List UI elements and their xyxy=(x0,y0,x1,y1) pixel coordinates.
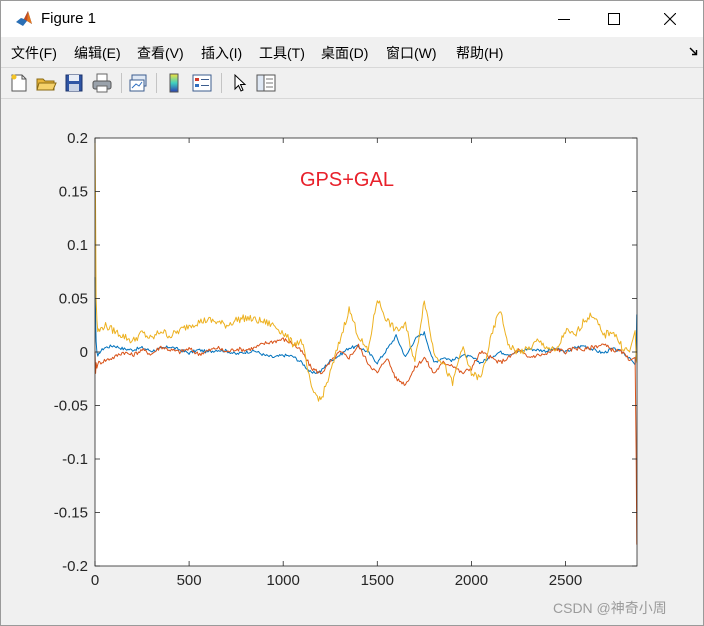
maximize-button[interactable] xyxy=(591,1,637,37)
pointer-icon[interactable] xyxy=(228,72,250,94)
toolbar-divider xyxy=(156,73,157,93)
x-tick-label: 500 xyxy=(177,572,202,589)
menu-collapse-icon[interactable] xyxy=(689,47,698,56)
minimize-icon xyxy=(558,19,570,20)
minimize-button[interactable] xyxy=(541,1,587,37)
menu-window[interactable]: 窗口(W) xyxy=(386,45,437,61)
title-bar: Figure 1 xyxy=(1,1,703,37)
y-tick-label: -0.2 xyxy=(62,558,88,575)
save-icon[interactable] xyxy=(63,72,85,94)
plot-tools-icon[interactable] xyxy=(255,72,277,94)
window-title: Figure 1 xyxy=(41,10,97,27)
x-tick-label: 1500 xyxy=(361,572,394,589)
line-chart[interactable]: 0 500 1000 1500 2000 2500 0.2 0.15 0.1 0.05 0 -0.05… xyxy=(0,98,702,622)
csdn-watermark: CSDN @神奇小周 xyxy=(553,600,667,616)
x-tick-label: 0 xyxy=(91,572,99,589)
y-tick-label: -0.1 xyxy=(62,451,88,468)
menu-desktop[interactable]: 桌面(D) xyxy=(321,45,369,61)
new-figure-icon[interactable] xyxy=(8,72,30,94)
menu-file[interactable]: 文件(F) xyxy=(11,45,57,61)
menu-help[interactable]: 帮助(H) xyxy=(456,45,504,61)
x-tick-label: 2500 xyxy=(549,572,582,589)
series-line-2[interactable] xyxy=(94,337,638,545)
series-line-3[interactable] xyxy=(94,137,638,402)
close-icon xyxy=(664,13,676,25)
y-tick-label: -0.15 xyxy=(54,505,88,522)
y-tick-label: -0.05 xyxy=(54,398,88,415)
menu-tools[interactable]: 工具(T) xyxy=(259,45,305,61)
link-plot-icon[interactable] xyxy=(128,72,150,94)
close-button[interactable] xyxy=(647,1,693,37)
matlab-logo-icon xyxy=(15,10,33,28)
x-tick-label: 1000 xyxy=(267,572,300,589)
menu-bar: 文件(F) 编辑(E) 查看(V) 插入(I) 工具(T) 桌面(D) 窗口(W… xyxy=(1,38,703,65)
insert-colorbar-icon[interactable] xyxy=(163,72,185,94)
y-tick-label: 0.05 xyxy=(59,291,88,308)
menu-edit[interactable]: 编辑(E) xyxy=(74,45,121,61)
menu-insert[interactable]: 插入(I) xyxy=(201,45,243,61)
open-file-icon[interactable] xyxy=(35,72,57,94)
y-tick-label: 0.2 xyxy=(67,130,88,147)
x-tick-label: 2000 xyxy=(455,572,488,589)
figure-toolbar xyxy=(1,67,703,99)
insert-legend-icon[interactable] xyxy=(191,72,213,94)
toolbar-divider xyxy=(221,73,222,93)
y-tick-label: 0.15 xyxy=(59,184,88,201)
toolbar-divider xyxy=(121,73,122,93)
y-tick-label: 0 xyxy=(80,344,88,361)
maximize-icon xyxy=(608,13,620,25)
chart-annotation: GPS+GAL xyxy=(300,169,394,191)
y-tick-label: 0.1 xyxy=(67,237,88,254)
menu-view[interactable]: 查看(V) xyxy=(137,45,184,61)
print-icon[interactable] xyxy=(91,72,113,94)
